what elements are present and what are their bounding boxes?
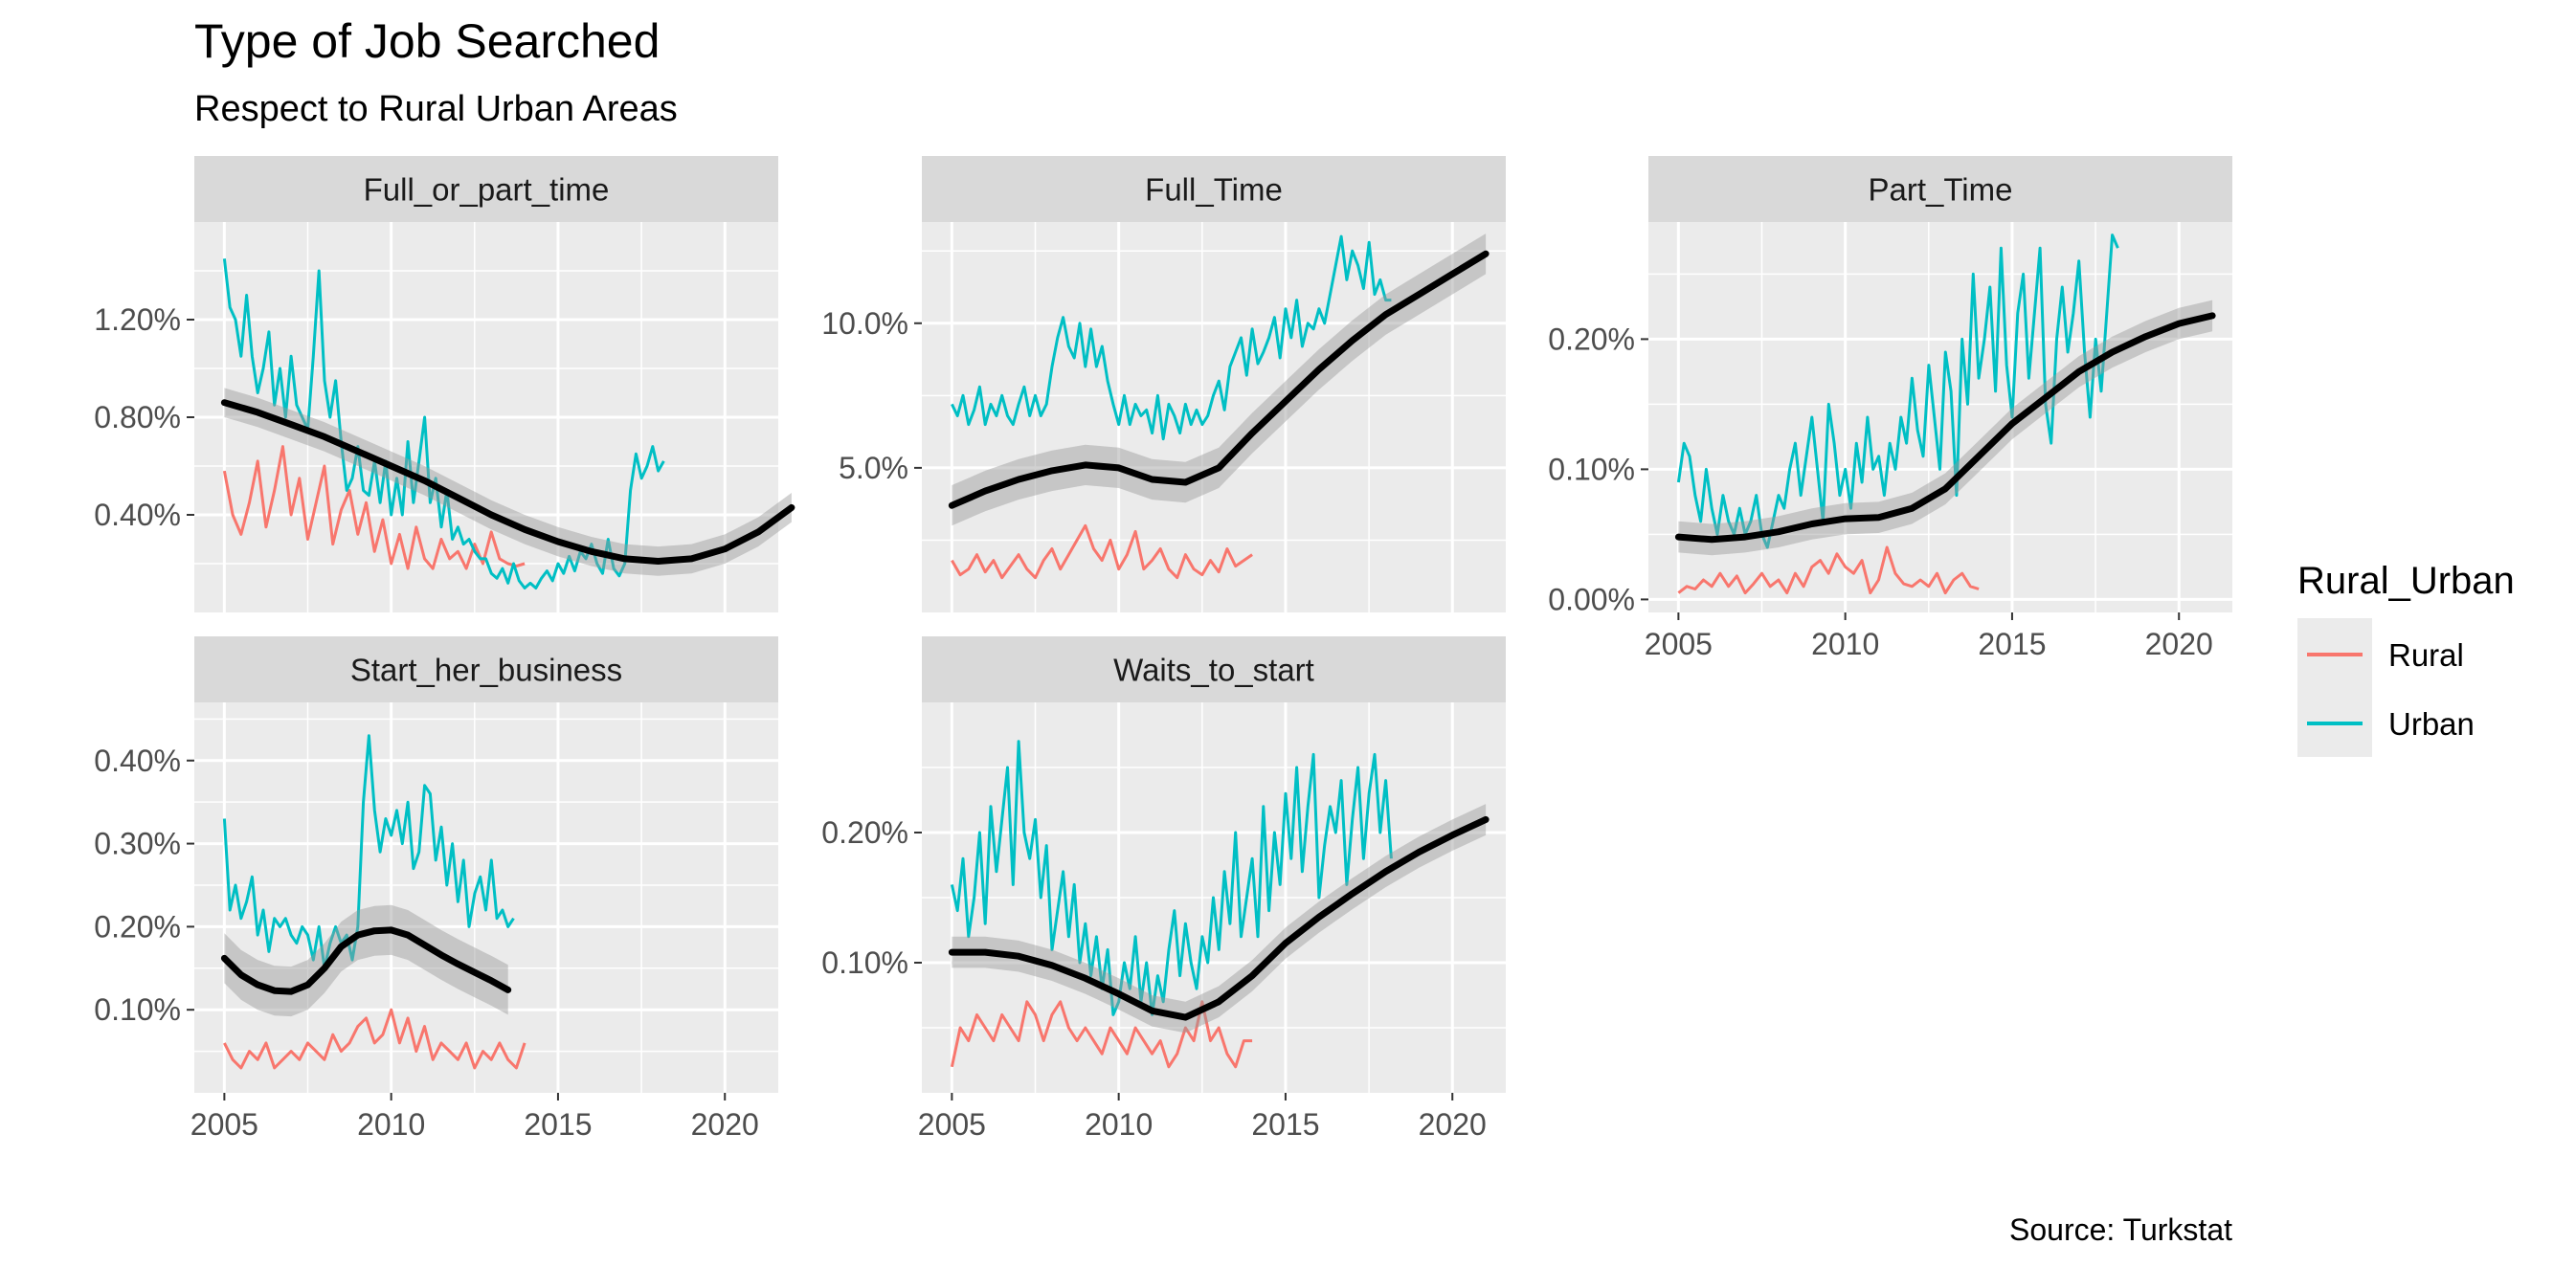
panel-start-her-business: Start_her_business 0.10% 0.20% 0.30% 0.40% 20…	[94, 636, 778, 1142]
legend-label-urban: Urban	[2388, 706, 2475, 742]
x-tick-label: 2020	[691, 1107, 759, 1142]
smooth-trend-line	[220, 926, 512, 995]
facet-strip-label: Full_Time	[1145, 172, 1283, 208]
smooth-trend-line	[1674, 312, 2216, 544]
y-tick-label: 0.10%	[821, 945, 908, 980]
chart-subtitle: Respect to Rural Urban Areas	[194, 89, 678, 129]
panel-full-time: Full_Time 5.0% 10.0%	[821, 156, 1506, 612]
panel-waits-to-start: Waits_to_start 0.10% 0.20% 2005 2010 2015 2020	[821, 636, 1506, 1142]
facet-strip-label: Part_Time	[1869, 172, 2013, 208]
confidence-band	[1678, 300, 2213, 556]
facet-strip	[194, 636, 778, 702]
x-tick-label: 2020	[2145, 627, 2213, 661]
legend-title: Rural_Urban	[2297, 560, 2515, 602]
y-tick-label: 0.30%	[94, 827, 181, 861]
panel-part-time: Part_Time 0.00% 0.10% 0.20% 2005 2010 2015 2020	[1548, 156, 2232, 661]
facet-strip-label: Waits_to_start	[1113, 653, 1314, 688]
chart-title: Type of Job Searched	[194, 14, 660, 68]
y-tick-label: 0.10%	[94, 992, 181, 1027]
confidence-band	[952, 233, 1487, 526]
panel-full-or-part-time: Full_or_part_time 0.40% 0.80% 1.20%	[94, 156, 795, 612]
y-tick-label: 0.00%	[1548, 582, 1635, 616]
y-tick-label: 0.40%	[94, 744, 181, 778]
x-tick-label: 2005	[1645, 627, 1713, 661]
series-line-rural	[223, 1008, 526, 1070]
x-tick-label: 2010	[1811, 627, 1879, 661]
y-tick-label: 0.20%	[1548, 322, 1635, 356]
legend-key-bg	[2297, 618, 2372, 757]
x-tick-label: 2010	[357, 1107, 425, 1142]
x-tick-label: 2015	[1251, 1107, 1319, 1142]
confidence-band	[224, 388, 792, 576]
y-tick-label: 0.20%	[94, 909, 181, 944]
y-tick-label: 0.10%	[1548, 452, 1635, 486]
smooth-trend-line	[220, 399, 795, 565]
y-tick-label: 0.20%	[821, 815, 908, 850]
facet-strip	[194, 156, 778, 222]
facet-strip-label: Start_her_business	[350, 653, 622, 688]
y-tick-label: 10.0%	[821, 306, 908, 341]
facet-strip-label: Full_or_part_time	[364, 172, 610, 208]
y-tick-label: 0.80%	[94, 400, 181, 434]
panel-background	[922, 222, 1506, 612]
y-tick-label: 1.20%	[94, 302, 181, 337]
smooth-trend-line	[948, 250, 1490, 509]
series-line-urban	[950, 740, 1393, 1016]
facet-strip	[1648, 156, 2232, 222]
panel-background	[1648, 222, 2232, 612]
x-tick-label: 2010	[1085, 1107, 1153, 1142]
x-tick-label: 2005	[190, 1107, 258, 1142]
series-line-urban	[222, 258, 665, 589]
facet-strip	[922, 636, 1506, 702]
x-tick-label: 2015	[1978, 627, 2046, 661]
facet-strip	[922, 156, 1506, 222]
series-line-rural	[950, 1000, 1253, 1069]
y-tick-label: 5.0%	[839, 451, 908, 485]
series-line-rural	[951, 523, 1253, 580]
series-line-rural	[222, 445, 526, 570]
y-tick-label: 0.40%	[94, 498, 181, 532]
series-line-rural	[1677, 545, 1980, 595]
series-line-urban	[951, 234, 1392, 441]
chart-caption: Source: Turkstat	[2009, 1212, 2232, 1247]
smooth-trend-line	[948, 815, 1490, 1021]
series-line-urban	[222, 734, 515, 970]
x-tick-label: 2005	[918, 1107, 986, 1142]
legend-label-rural: Rural	[2388, 637, 2464, 673]
x-tick-label: 2015	[524, 1107, 592, 1142]
series-line-urban	[1676, 233, 2119, 549]
facet-panels: Full_or_part_time 0.40% 0.80% 1.20% Full_Tim…	[94, 156, 2232, 1142]
legend: Rural_Urban Rural Urban	[2297, 560, 2515, 757]
x-tick-label: 2020	[1419, 1107, 1487, 1142]
